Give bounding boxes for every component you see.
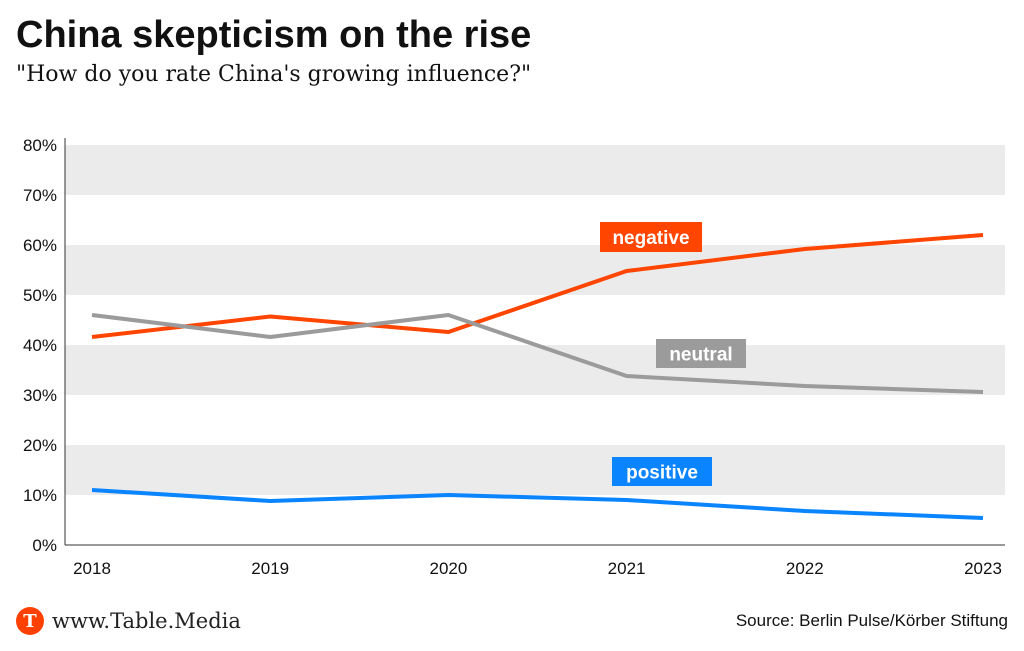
- y-tick-label: 50%: [23, 286, 57, 305]
- x-tick-label: 2019: [251, 559, 289, 578]
- grid-band: [65, 445, 1005, 495]
- x-tick-label: 2022: [786, 559, 824, 578]
- legend-label-neutral: neutral: [669, 345, 732, 366]
- chart-title: China skepticism on the rise: [16, 14, 532, 56]
- series-line-neutral: [91, 313, 984, 394]
- chart-subtitle: "How do you rate China's growing influen…: [16, 62, 532, 87]
- y-tick-label: 20%: [23, 436, 57, 455]
- series-line-positive: [91, 488, 984, 520]
- y-tick-label: 10%: [23, 486, 57, 505]
- x-tick-label: 2020: [429, 559, 467, 578]
- x-tick-label: 2018: [73, 559, 111, 578]
- y-tick-label: 40%: [23, 336, 57, 355]
- brand-logo[interactable]: T www.Table.Media: [16, 607, 241, 635]
- y-tick-label: 80%: [23, 136, 57, 155]
- legend-label-positive: positive: [626, 463, 698, 484]
- legend-label-box-negative: [600, 222, 702, 252]
- y-tick-label: 70%: [23, 186, 57, 205]
- y-tick-label: 0%: [32, 536, 57, 555]
- series-line-negative: [91, 233, 984, 339]
- table-media-logo-icon: T: [16, 607, 44, 635]
- brand-url: www.Table.Media: [52, 609, 241, 633]
- source-note: Source: Berlin Pulse/Körber Stiftung: [735, 611, 1008, 630]
- legend-label-negative: negative: [612, 228, 689, 249]
- legend-label-box-positive: [612, 457, 712, 486]
- x-tick-label: 2021: [608, 559, 646, 578]
- x-tick-label: 2023: [964, 559, 1002, 578]
- y-tick-label: 60%: [23, 236, 57, 255]
- grid-band: [65, 145, 1005, 195]
- y-tick-label: 30%: [23, 386, 57, 405]
- grid-band: [65, 245, 1005, 295]
- legend-label-box-neutral: [656, 339, 746, 368]
